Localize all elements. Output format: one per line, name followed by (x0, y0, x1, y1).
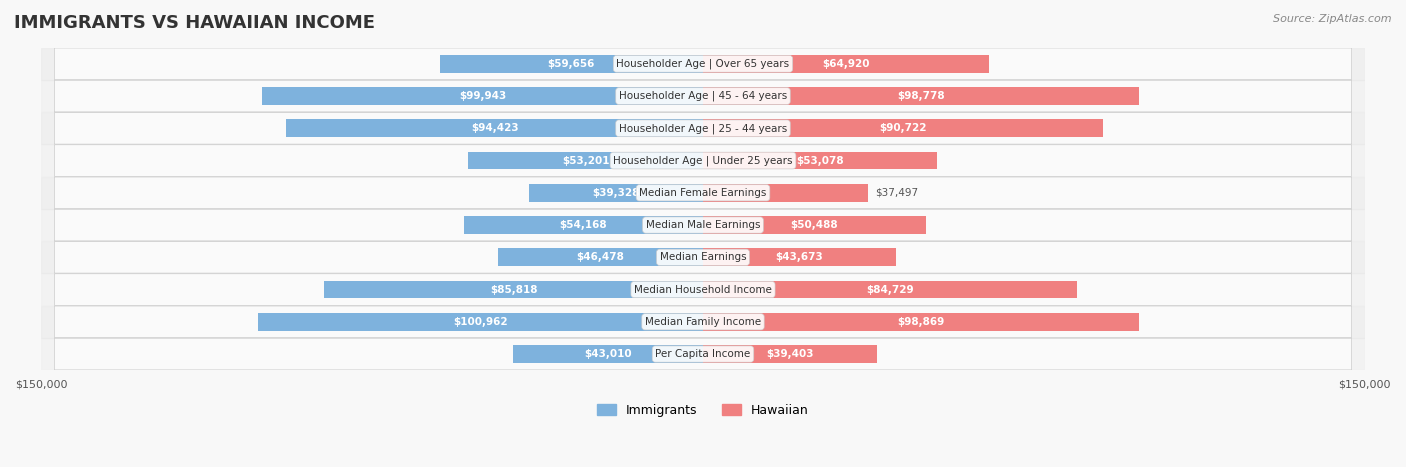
FancyBboxPatch shape (55, 306, 1351, 338)
Bar (41, 274, 1365, 306)
Text: Median Male Earnings: Median Male Earnings (645, 220, 761, 230)
Text: $54,168: $54,168 (560, 220, 607, 230)
Bar (513, 345, 703, 363)
Text: $84,729: $84,729 (866, 284, 914, 295)
FancyBboxPatch shape (55, 177, 1351, 209)
Bar (325, 281, 703, 298)
Bar (498, 248, 703, 266)
Text: $85,818: $85,818 (489, 284, 537, 295)
Text: $64,920: $64,920 (823, 59, 870, 69)
FancyBboxPatch shape (55, 145, 1351, 177)
Legend: Immigrants, Hawaiian: Immigrants, Hawaiian (592, 399, 814, 422)
Bar (468, 152, 703, 170)
Bar (41, 112, 1365, 144)
Text: Householder Age | Under 25 years: Householder Age | Under 25 years (613, 156, 793, 166)
FancyBboxPatch shape (55, 338, 1351, 370)
Text: $98,778: $98,778 (897, 91, 945, 101)
Text: $50,488: $50,488 (790, 220, 838, 230)
Text: Householder Age | Over 65 years: Householder Age | Over 65 years (616, 58, 790, 69)
Bar (41, 241, 1365, 274)
Bar (41, 144, 1365, 177)
Text: $39,403: $39,403 (766, 349, 814, 359)
Bar (703, 87, 1139, 105)
FancyBboxPatch shape (55, 241, 1351, 273)
Bar (703, 55, 990, 73)
Text: $98,869: $98,869 (897, 317, 945, 327)
Text: $53,201: $53,201 (562, 156, 609, 166)
Text: Householder Age | 45 - 64 years: Householder Age | 45 - 64 years (619, 91, 787, 101)
Bar (703, 152, 938, 170)
Text: IMMIGRANTS VS HAWAIIAN INCOME: IMMIGRANTS VS HAWAIIAN INCOME (14, 14, 375, 32)
Bar (287, 120, 703, 137)
Bar (703, 120, 1104, 137)
Text: $46,478: $46,478 (576, 252, 624, 262)
Text: $59,656: $59,656 (548, 59, 595, 69)
Text: Source: ZipAtlas.com: Source: ZipAtlas.com (1274, 14, 1392, 24)
Text: $100,962: $100,962 (453, 317, 508, 327)
Bar (440, 55, 703, 73)
Text: $43,673: $43,673 (776, 252, 823, 262)
Text: $37,497: $37,497 (875, 188, 918, 198)
Text: $94,423: $94,423 (471, 123, 519, 133)
Bar (703, 313, 1139, 331)
Bar (41, 80, 1365, 112)
Text: $53,078: $53,078 (796, 156, 844, 166)
Bar (41, 177, 1365, 209)
Text: Householder Age | 25 - 44 years: Householder Age | 25 - 44 years (619, 123, 787, 134)
Text: Median Family Income: Median Family Income (645, 317, 761, 327)
Text: $90,722: $90,722 (879, 123, 927, 133)
Bar (262, 87, 703, 105)
Bar (41, 209, 1365, 241)
FancyBboxPatch shape (55, 113, 1351, 144)
FancyBboxPatch shape (55, 48, 1351, 79)
Bar (530, 184, 703, 202)
Text: Median Household Income: Median Household Income (634, 284, 772, 295)
Bar (703, 184, 869, 202)
Bar (41, 338, 1365, 370)
FancyBboxPatch shape (55, 80, 1351, 112)
Bar (464, 216, 703, 234)
Bar (41, 48, 1365, 80)
Bar (257, 313, 703, 331)
Bar (41, 306, 1365, 338)
FancyBboxPatch shape (55, 274, 1351, 305)
Text: Per Capita Income: Per Capita Income (655, 349, 751, 359)
Bar (703, 216, 925, 234)
Text: $43,010: $43,010 (585, 349, 631, 359)
Text: Median Earnings: Median Earnings (659, 252, 747, 262)
Bar (703, 345, 877, 363)
Bar (703, 248, 896, 266)
Bar (703, 281, 1077, 298)
Text: $99,943: $99,943 (458, 91, 506, 101)
FancyBboxPatch shape (55, 209, 1351, 241)
Text: Median Female Earnings: Median Female Earnings (640, 188, 766, 198)
Text: $39,328: $39,328 (592, 188, 640, 198)
